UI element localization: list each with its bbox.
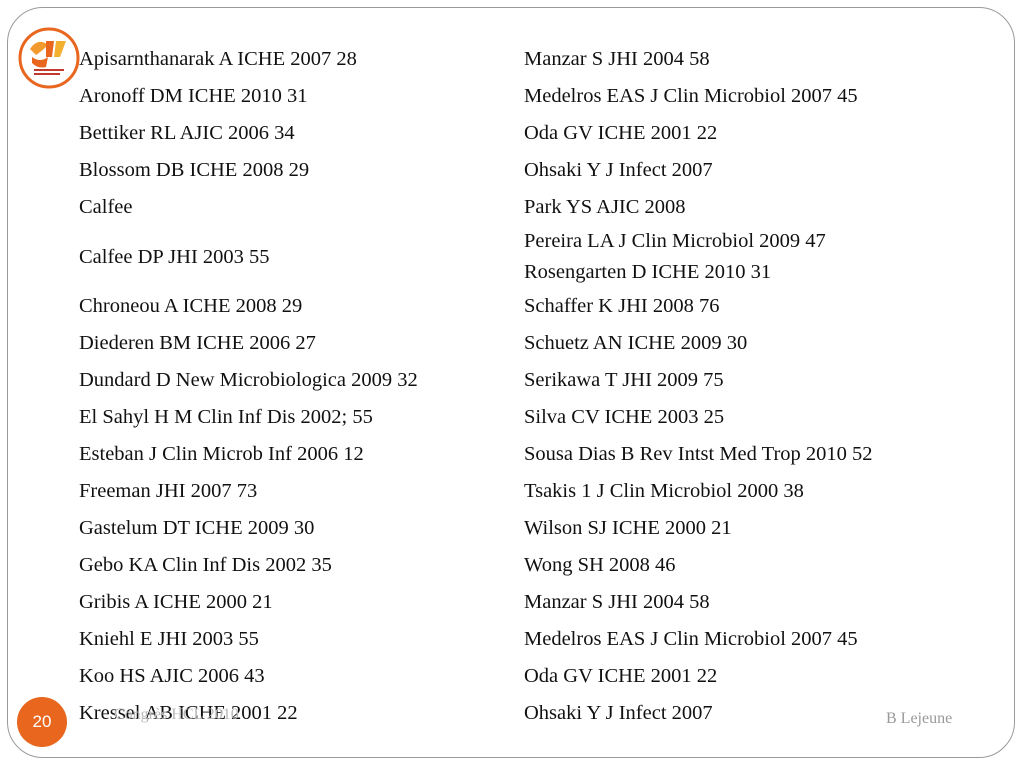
reference-item: Oda GV ICHE 2001 22 — [524, 122, 718, 144]
reference-item: Gebo KA Clin Inf Dis 2002 35 — [79, 554, 332, 576]
reference-item: Schuetz AN ICHE 2009 30 — [524, 332, 748, 354]
reference-item: Diederen BM ICHE 2006 27 — [79, 332, 316, 354]
left-reference-column: Apisarnthanarak A ICHE 2007 28 Aronoff D… — [79, 41, 509, 732]
footer-author: B Lejeune — [886, 710, 953, 727]
reference-item: Aronoff DM ICHE 2010 31 — [79, 85, 308, 107]
reference-item: Sousa Dias B Rev Intst Med Trop 2010 52 — [524, 443, 873, 465]
reference-item: Medelros EAS J Clin Microbiol 2007 45 — [524, 85, 858, 107]
reference-item: Schaffer K JHI 2008 76 — [524, 295, 720, 317]
reference-item: Rosengarten D ICHE 2010 31 — [524, 261, 772, 283]
reference-item: Park YS AJIC 2008 — [524, 196, 686, 218]
slide-frame — [7, 7, 1015, 758]
reference-item: Chroneou A ICHE 2008 29 — [79, 295, 303, 317]
reference-item: Tsakis 1 J Clin Microbiol 2000 38 — [524, 480, 804, 502]
reference-item: Wilson SJ ICHE 2000 21 — [524, 517, 732, 539]
page-number-badge: 20 — [17, 697, 67, 747]
reference-item: Silva CV ICHE 2003 25 — [524, 406, 725, 428]
right-reference-column: Manzar S JHI 2004 58 Medelros EAS J Clin… — [524, 41, 964, 732]
reference-item: Calfee — [79, 196, 133, 218]
reference-item: Apisarnthanarak A ICHE 2007 28 — [79, 48, 357, 70]
reference-item: Pereira LA J Clin Microbiol 2009 47 — [524, 230, 826, 252]
reference-item: Kressel AB ICHE 2001 22 — [79, 702, 298, 724]
footer-conference: Congrès HCL 2010 — [114, 706, 239, 723]
reference-item: Gribis A ICHE 2000 21 — [79, 591, 273, 613]
reference-item-pair: Pereira LA J Clin Microbiol 2009 47 Rose… — [524, 226, 964, 288]
reference-item: Ohsaki Y J Infect 2007 — [524, 159, 713, 181]
reference-item: Blossom DB ICHE 2008 29 — [79, 159, 310, 181]
reference-item: Medelros EAS J Clin Microbiol 2007 45 — [524, 628, 858, 650]
reference-item: Calfee DP JHI 2003 55 — [79, 246, 270, 268]
reference-item: Kniehl E JHI 2003 55 — [79, 628, 259, 650]
reference-item: Manzar S JHI 2004 58 — [524, 48, 710, 70]
reference-item: El Sahyl H M Clin Inf Dis 2002; 55 — [79, 406, 373, 428]
reference-item: Esteban J Clin Microb Inf 2006 12 — [79, 443, 364, 465]
reference-item: Koo HS AJIC 2006 43 — [79, 665, 265, 687]
reference-item: Freeman JHI 2007 73 — [79, 480, 258, 502]
conference-logo — [18, 27, 80, 89]
reference-item: Bettiker RL AJIC 2006 34 — [79, 122, 295, 144]
reference-item: Oda GV ICHE 2001 22 — [524, 665, 718, 687]
reference-item: Manzar S JHI 2004 58 — [524, 591, 710, 613]
reference-item: Gastelum DT ICHE 2009 30 — [79, 517, 315, 539]
reference-item: Wong SH 2008 46 — [524, 554, 676, 576]
reference-item: Ohsaki Y J Infect 2007 — [524, 702, 713, 724]
reference-item: Dundard D New Microbiologica 2009 32 — [79, 369, 418, 391]
reference-item: Serikawa T JHI 2009 75 — [524, 369, 724, 391]
